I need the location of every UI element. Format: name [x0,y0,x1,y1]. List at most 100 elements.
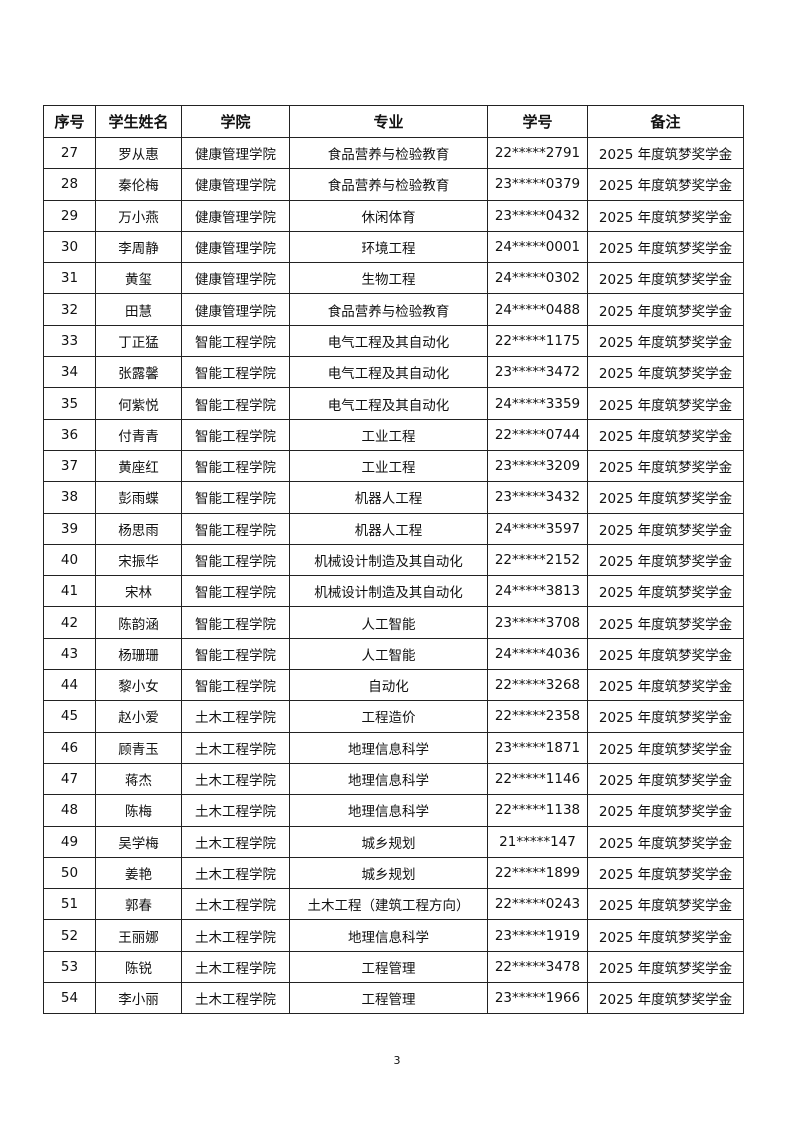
table-cell: 智能工程学院 [181,606,290,639]
header-cell: 备注 [587,105,744,138]
table-cell: 李小丽 [95,982,182,1015]
table-row: 43 杨珊珊 智能工程学院 人工智能 24*****4036 2025 年度筑梦奖学金 [43,637,744,671]
table-cell: 电气工程及其自动化 [289,387,488,420]
table-cell: 地理信息科学 [289,731,488,764]
header-cell: 学院 [181,105,290,138]
table-cell: 50 [43,856,96,890]
table-cell: 23*****3708 [487,606,588,639]
table-cell: 2025 年度筑梦奖学金 [587,700,744,733]
table-cell: 智能工程学院 [181,512,290,545]
table-cell: 罗从惠 [95,136,182,170]
table-cell: 33 [43,324,96,358]
table-cell: 2025 年度筑梦奖学金 [587,230,744,264]
table-cell: 2025 年度筑梦奖学金 [587,794,744,827]
table-cell: 土木工程学院 [181,950,290,984]
table-cell: 智能工程学院 [181,418,290,451]
table-cell: 蒋杰 [95,762,182,796]
table-cell: 2025 年度筑梦奖学金 [587,481,744,514]
table-cell: 杨思雨 [95,512,182,545]
table-cell: 地理信息科学 [289,794,488,827]
table-cell: 23*****1919 [487,919,588,952]
table-cell: 2025 年度筑梦奖学金 [587,825,744,858]
table-cell: 智能工程学院 [181,356,290,389]
table-cell: 健康管理学院 [181,168,290,201]
table-row: 38 彭雨蝶 智能工程学院 机器人工程 23*****3432 2025 年度筑梦奖学金 [43,481,744,514]
header-cell: 序号 [43,105,96,138]
header-cell: 学生姓名 [95,105,182,138]
table-cell: 2025 年度筑梦奖学金 [587,543,744,577]
table-cell: 28 [43,168,96,201]
table-row: 50 姜艳 土木工程学院 城乡规划 22*****1899 2025 年度筑梦奖学金 [43,856,744,890]
header-row: 序号 学生姓名 学院 专业 学号 备注 [43,105,744,138]
table-cell: 食品营养与检验教育 [289,293,488,326]
table-row: 48 陈梅 土木工程学院 地理信息科学 22*****1138 2025 年度筑梦奖学金 [43,794,744,827]
header-cell: 专业 [289,105,488,138]
table-row: 46 顾青玉 土木工程学院 地理信息科学 23*****1871 2025 年度筑梦奖学金 [43,731,744,764]
table-cell: 30 [43,230,96,264]
table-cell: 22*****1175 [487,324,588,358]
table-cell: 土木工程学院 [181,762,290,796]
table-cell: 54 [43,982,96,1015]
table-cell: 土木工程学院 [181,919,290,952]
award-table: 序号 学生姓名 学院 专业 学号 备注 27 罗从惠 健康管理学院 食品营养与检验教育 22***… [43,105,744,1015]
table-cell: 电气工程及其自动化 [289,356,488,389]
table-row: 40 宋振华 智能工程学院 机械设计制造及其自动化 22*****2152 2025 年度… [43,543,744,577]
table-cell: 22*****2152 [487,543,588,577]
table-cell: 44 [43,669,96,702]
table-cell: 工程管理 [289,950,488,984]
table-cell: 2025 年度筑梦奖学金 [587,136,744,170]
table-cell: 23*****1871 [487,731,588,764]
table-cell: 52 [43,919,96,952]
table-cell: 电气工程及其自动化 [289,324,488,358]
table-cell: 31 [43,262,96,295]
table-cell: 田慧 [95,293,182,326]
table-cell: 49 [43,825,96,858]
table-row: 39 杨思雨 智能工程学院 机器人工程 24*****3597 2025 年度筑梦奖学金 [43,512,744,545]
table-cell: 机器人工程 [289,481,488,514]
table-cell: 2025 年度筑梦奖学金 [587,856,744,890]
table-cell: 23*****0432 [487,199,588,232]
table-cell: 23*****0379 [487,168,588,201]
table-cell: 健康管理学院 [181,293,290,326]
table-cell: 2025 年度筑梦奖学金 [587,262,744,295]
table-cell: 2025 年度筑梦奖学金 [587,512,744,545]
table-cell: 万小燕 [95,199,182,232]
table-cell: 智能工程学院 [181,481,290,514]
table-cell: 2025 年度筑梦奖学金 [587,762,744,796]
table-cell: 丁正猛 [95,324,182,358]
table-cell: 39 [43,512,96,545]
table-cell: 2025 年度筑梦奖学金 [587,324,744,358]
table-cell: 2025 年度筑梦奖学金 [587,637,744,671]
table-row: 45 赵小爱 土木工程学院 工程造价 22*****2358 2025 年度筑梦奖学金 [43,700,744,733]
table-cell: 土木工程学院 [181,700,290,733]
table-cell: 48 [43,794,96,827]
table-cell: 李周静 [95,230,182,264]
table-cell: 22*****3478 [487,950,588,984]
table-row: 28 秦伦梅 健康管理学院 食品营养与检验教育 23*****0379 2025 年度筑梦… [43,168,744,201]
table-cell: 何紫悦 [95,387,182,420]
table-cell: 2025 年度筑梦奖学金 [587,982,744,1015]
table-cell: 22*****3268 [487,669,588,702]
table-cell: 2025 年度筑梦奖学金 [587,731,744,764]
table-cell: 彭雨蝶 [95,481,182,514]
table-cell: 38 [43,481,96,514]
table-cell: 杨珊珊 [95,637,182,671]
table-cell: 吴学梅 [95,825,182,858]
table-cell: 22*****1138 [487,794,588,827]
table-cell: 郭春 [95,888,182,921]
table-row: 41 宋林 智能工程学院 机械设计制造及其自动化 24*****3813 2025 年度筑… [43,575,744,608]
table-cell: 2025 年度筑梦奖学金 [587,387,744,420]
table-cell: 29 [43,199,96,232]
table-cell: 环境工程 [289,230,488,264]
table-cell: 生物工程 [289,262,488,295]
table-cell: 地理信息科学 [289,762,488,796]
table-body: 27 罗从惠 健康管理学院 食品营养与检验教育 22*****2791 2025 年度筑梦… [43,136,744,1015]
table-cell: 41 [43,575,96,608]
table-cell: 工业工程 [289,449,488,483]
table-cell: 22*****0744 [487,418,588,451]
table-cell: 城乡规划 [289,856,488,890]
table-cell: 35 [43,387,96,420]
table-cell: 22*****1899 [487,856,588,890]
table-cell: 27 [43,136,96,170]
